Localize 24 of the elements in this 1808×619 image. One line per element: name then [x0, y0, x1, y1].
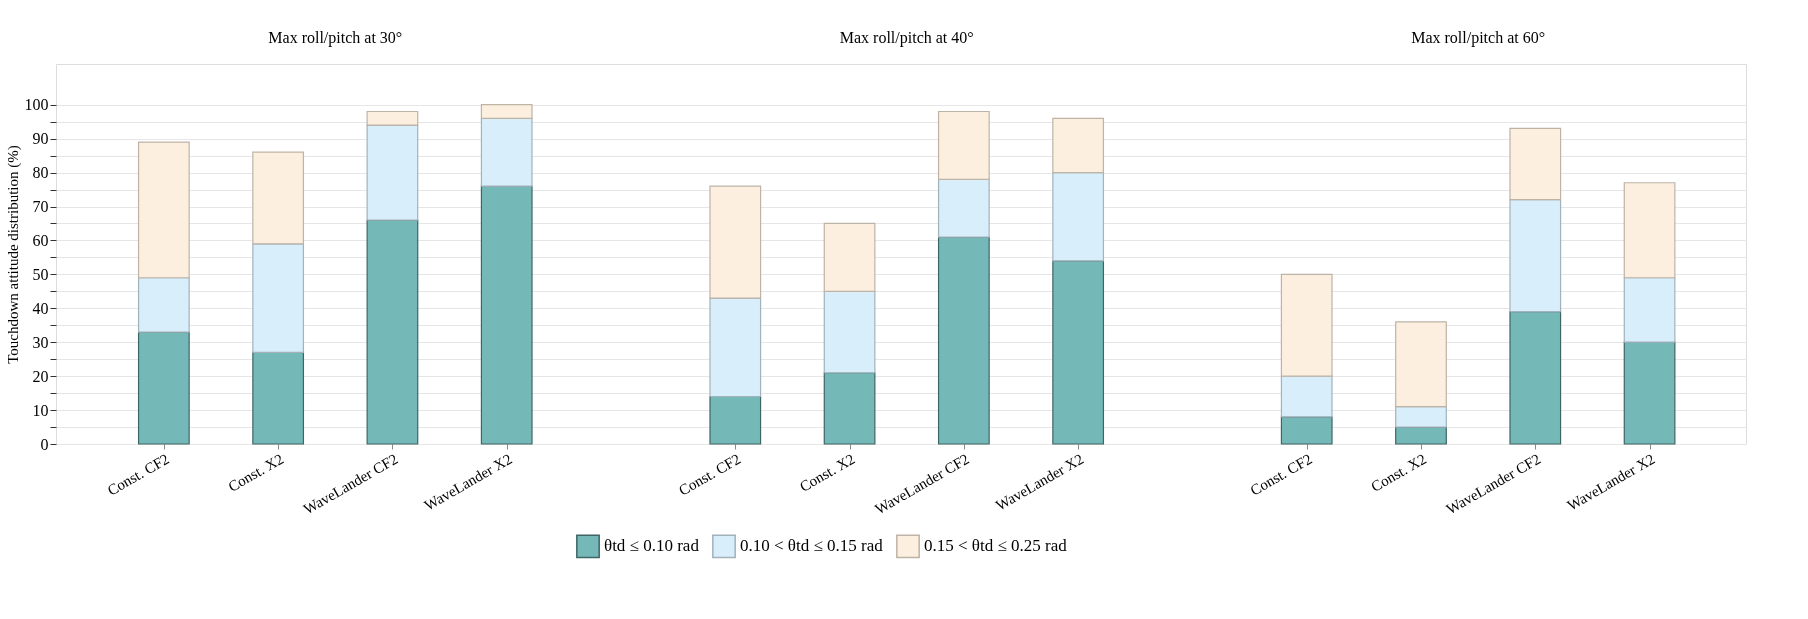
y-tick-label: 50 — [32, 265, 49, 283]
y-tick-label: 60 — [32, 231, 49, 249]
y-tick-label: 40 — [32, 299, 49, 317]
y-tick-label: 100 — [24, 96, 49, 114]
x-tick-label: Const. CF2 — [676, 450, 744, 499]
y-tick-label: 30 — [32, 333, 49, 351]
y-tick-label: 70 — [32, 198, 49, 215]
text: Max roll/pitch at 40° — [839, 29, 974, 47]
y-tick-label: 0 — [40, 435, 49, 453]
x-tick-label: Const. X2 — [225, 450, 287, 495]
text: Max roll/pitch at 30° — [268, 29, 403, 47]
x-tick-label: Const. CF2 — [104, 450, 172, 499]
x-tick-label: Const. X2 — [1368, 450, 1429, 495]
x-tick-label: Const. X2 — [796, 450, 858, 495]
x-tick-label: Const. CF2 — [1247, 450, 1315, 499]
y-tick-label: 10 — [32, 401, 49, 419]
y-axis-title: Touchdown attitude distribution (%) — [4, 145, 22, 364]
legend-label: θtd ≤ 0.10 rad — [604, 536, 700, 556]
text: Max roll/pitch at 60° — [1411, 29, 1546, 47]
legend-label: 0.15 < θtd ≤ 0.25 rad — [924, 536, 1068, 556]
y-tick-label: 80 — [32, 164, 49, 182]
y-tick-label: 90 — [32, 130, 49, 148]
legend-label: 0.10 < θtd ≤ 0.15 rad — [740, 536, 884, 556]
y-tick-label: 20 — [32, 367, 49, 385]
